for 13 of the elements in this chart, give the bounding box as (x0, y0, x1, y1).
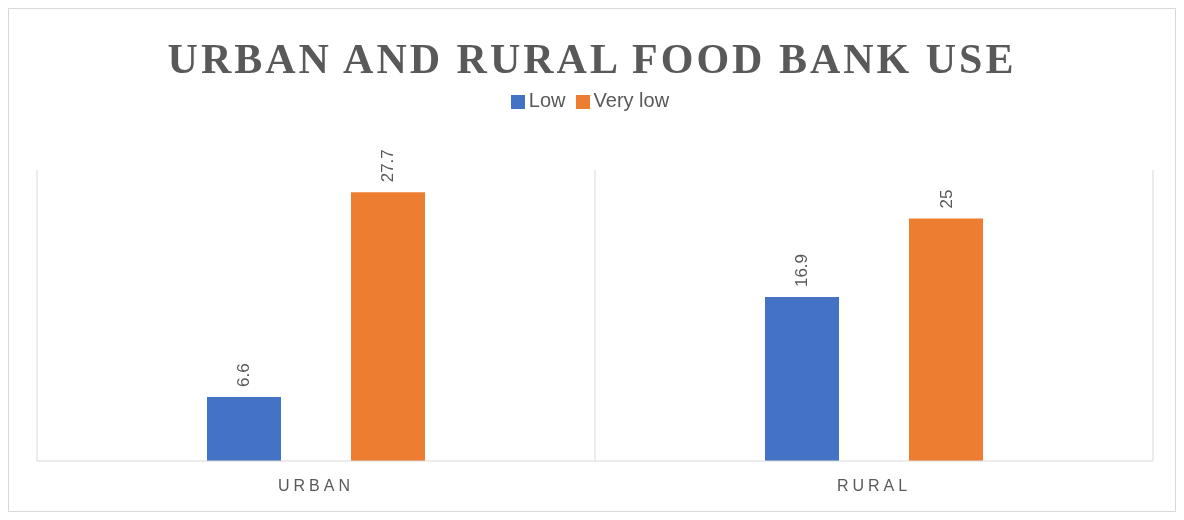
data-label: 6.6 (234, 363, 254, 387)
data-label: 25 (936, 189, 956, 209)
bar (909, 218, 983, 461)
x-tick-label: URBAN (277, 477, 355, 494)
data-label: 27.7 (378, 149, 398, 183)
bar (765, 297, 839, 461)
bar (207, 396, 281, 461)
legend-label: Very low (593, 89, 670, 111)
chart-title: URBAN AND RURAL FOOD BANK USE (167, 36, 1017, 82)
bar (351, 192, 425, 461)
data-label: 16.9 (792, 253, 812, 288)
legend-label: Low (528, 89, 566, 111)
x-tick-label: RURAL (836, 477, 912, 494)
